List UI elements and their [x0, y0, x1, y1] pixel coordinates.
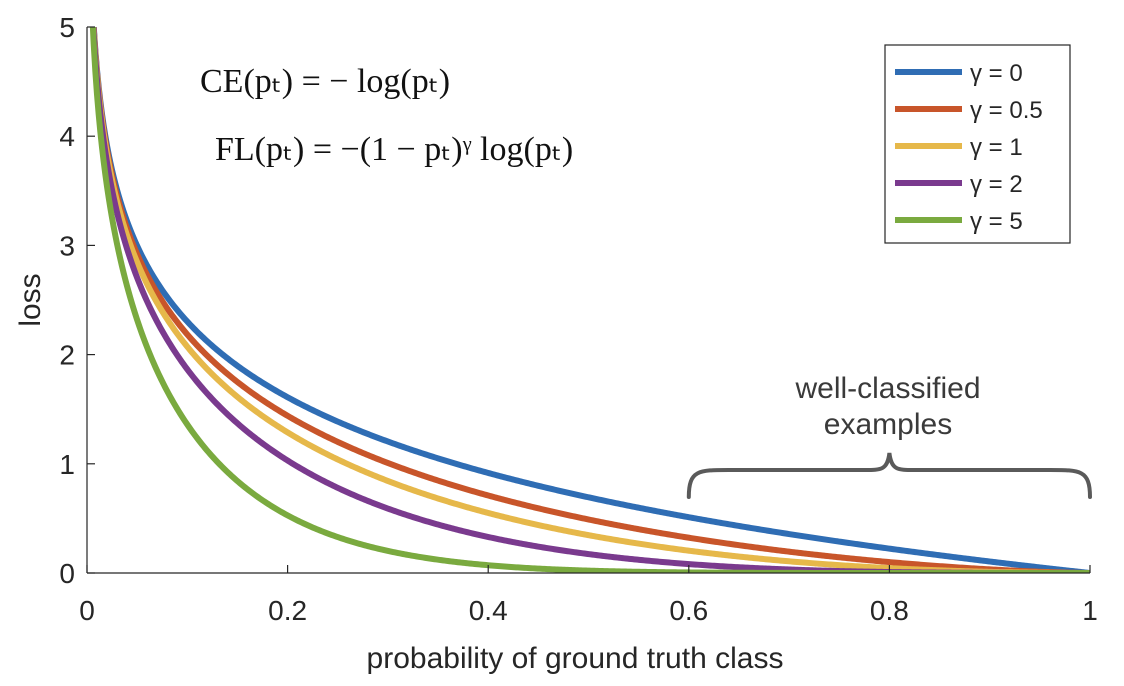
x-tick-label: 0.8: [870, 595, 909, 626]
well-classified-brace: [686, 452, 1092, 499]
brace-label-line1: well-classified: [794, 372, 980, 405]
y-tick-label: 0: [59, 558, 75, 589]
y-tick-label: 3: [59, 230, 75, 261]
y-tick-label: 1: [59, 449, 75, 480]
legend-entry-label: γ = 5: [970, 208, 1023, 235]
legend: γ = 0 γ = 0.5 γ = 1 γ = 2 γ = 5: [884, 44, 1071, 244]
x-tick-label: 0.4: [469, 595, 508, 626]
axes: [86, 27, 1090, 574]
y-axis-title: loss: [14, 273, 47, 326]
ticks: 0 0.2 0.4 0.6 0.8 1 0 1 2 3 4 5: [59, 12, 1097, 626]
formula-ce: CE(pₜ) = − log(pₜ): [200, 63, 450, 100]
x-tick-label: 0: [79, 595, 95, 626]
x-axis-title: probability of ground truth class: [367, 642, 784, 675]
legend-entry-label: γ = 1: [970, 134, 1023, 161]
x-tick-label: 0.6: [669, 595, 708, 626]
brace-path: [686, 452, 1092, 499]
series-line: [90, 27, 1090, 573]
legend-entry-label: γ = 0.5: [970, 97, 1043, 124]
y-tick-label: 5: [59, 12, 75, 43]
x-tick-label: 0.2: [268, 595, 307, 626]
brace-label-line2: examples: [824, 408, 952, 441]
legend-entry-label: γ = 0: [970, 60, 1023, 87]
series-line: [90, 27, 1090, 573]
y-tick-label: 2: [59, 340, 75, 371]
legend-entry-label: γ = 2: [970, 171, 1023, 198]
formula-fl: FL(pₜ) = −(1 − pₜ)ᵞ log(pₜ): [215, 131, 573, 168]
x-tick-label: 1: [1082, 595, 1098, 626]
y-tick-label: 4: [59, 121, 75, 152]
series-line: [89, 27, 1090, 573]
